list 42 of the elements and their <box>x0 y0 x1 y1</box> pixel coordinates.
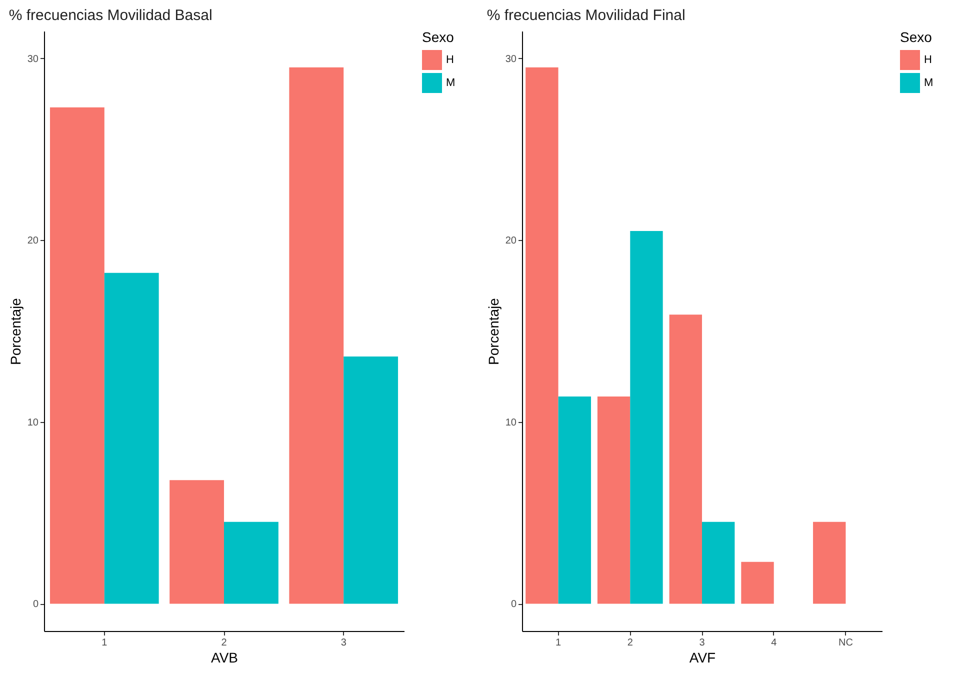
legend-label: M <box>446 77 456 89</box>
bar <box>702 522 735 604</box>
bar <box>104 272 159 604</box>
x-axis-title: AVF <box>689 650 716 666</box>
bar <box>669 314 702 604</box>
y-axis-title: Porcentaje <box>485 298 502 365</box>
y-axis-title: Porcentaje <box>7 298 24 365</box>
x-tick-label: 1 <box>102 638 108 648</box>
bar <box>289 67 344 604</box>
bar <box>526 67 558 604</box>
y-tick-label: 10 <box>27 417 39 428</box>
bar <box>630 231 663 604</box>
y-tick-label: 20 <box>505 236 517 247</box>
bar <box>558 396 591 604</box>
y-tick-label: 20 <box>27 236 39 247</box>
x-tick-label: NC <box>838 638 853 648</box>
x-tick-label: 2 <box>627 638 634 648</box>
bar <box>344 356 398 604</box>
bar <box>224 522 278 604</box>
x-tick-label: 1 <box>556 638 562 648</box>
bar <box>170 480 224 604</box>
legend-label: H <box>924 54 932 66</box>
bar <box>813 522 846 604</box>
legend-label: H <box>446 54 454 66</box>
chart-title: % frecuencias Movilidad Final <box>486 7 686 24</box>
bar <box>597 396 630 604</box>
y-tick-label: 0 <box>32 599 39 610</box>
legend-title: Sexo <box>900 29 932 45</box>
bar <box>741 562 774 604</box>
x-axis-title: AVB <box>211 650 238 666</box>
y-tick-label: 0 <box>510 599 517 610</box>
y-tick-label: 30 <box>27 54 39 65</box>
y-tick-label: 30 <box>505 54 517 65</box>
x-tick-label: 3 <box>699 638 706 648</box>
x-tick-label: 3 <box>340 638 347 648</box>
y-tick-label: 10 <box>505 417 517 428</box>
legend-title: Sexo <box>422 29 454 45</box>
x-tick-label: 4 <box>771 638 778 648</box>
bar <box>50 107 104 604</box>
x-tick-label: 2 <box>221 638 228 648</box>
legend-label: M <box>924 77 934 89</box>
chart-title: % frecuencias Movilidad Basal <box>8 7 212 24</box>
